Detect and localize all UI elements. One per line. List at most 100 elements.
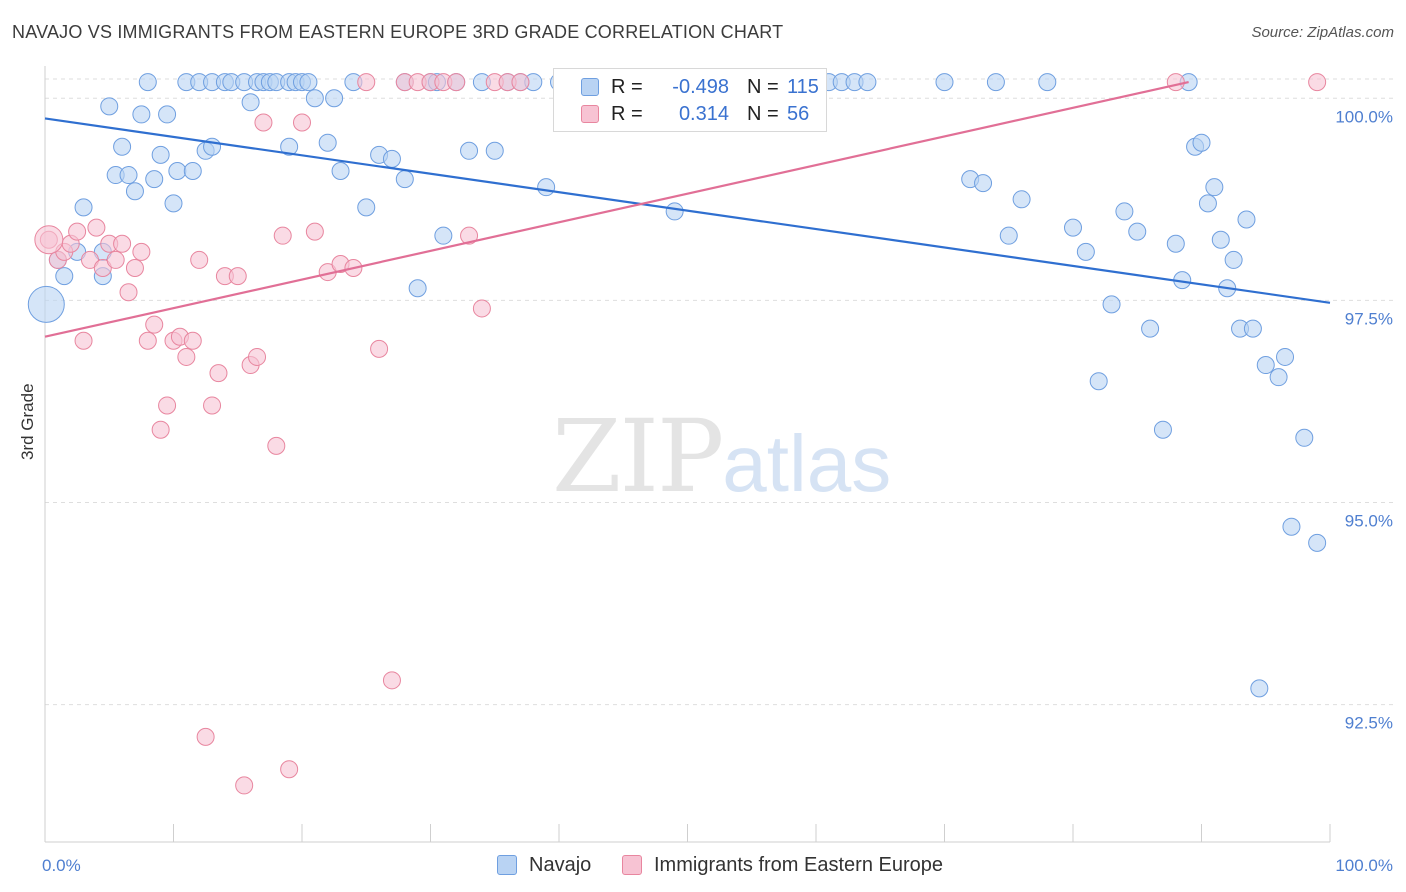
navajo-point [1308, 533, 1327, 552]
legend-label-immigrants: Immigrants from Eastern Europe [654, 853, 943, 876]
navajo-point [119, 166, 138, 185]
r-label: R = [611, 102, 643, 125]
legend-row-navajo: R = -0.498 N = 115 [554, 74, 819, 100]
immigrants-point [106, 250, 125, 269]
immigrants-point [93, 259, 112, 278]
immigrants-point [280, 760, 299, 779]
navajo-point [305, 89, 324, 108]
navajo-point [132, 105, 151, 124]
navajo-point [183, 162, 202, 181]
immigrants-point [177, 347, 196, 366]
navajo-point [357, 198, 376, 217]
n-value: 115 [787, 75, 819, 98]
grid [45, 78, 1395, 706]
navajo-point [1243, 319, 1262, 338]
navajo-point [1064, 218, 1082, 237]
navajo-point [1115, 202, 1134, 221]
y-tick-label: 100.0% [1335, 107, 1393, 126]
watermark: ZIPatlas [552, 398, 891, 515]
r-value: 0.314 [678, 102, 729, 125]
navajo-point [1224, 250, 1243, 269]
immigrants-point [125, 259, 144, 278]
navajo-point [858, 73, 877, 92]
source-credit: Source: ZipAtlas.com [1251, 24, 1394, 41]
r-value: -0.498 [672, 75, 729, 98]
immigrants-point [273, 226, 292, 245]
navajo-point [460, 141, 479, 160]
immigrants-point [447, 73, 466, 92]
immigrants-point [87, 218, 106, 237]
navajo-point [1076, 242, 1095, 261]
immigrants-point [305, 222, 324, 241]
y-tick-label: 95.0% [1345, 511, 1393, 530]
immigrants-point [151, 420, 170, 439]
navajo-point [168, 162, 187, 181]
legend-item-navajo[interactable]: Navajo [497, 852, 591, 878]
navajo-swatch [581, 78, 599, 96]
immigrants-point [80, 250, 99, 269]
immigrants-point [196, 727, 215, 746]
immigrants-trend-line [44, 81, 1189, 338]
navajo-point [1128, 222, 1147, 241]
navajo-point [1141, 319, 1160, 338]
navajo-point [1205, 178, 1224, 197]
immigrants-legend-swatch [622, 855, 642, 875]
immigrants-point [382, 671, 401, 690]
immigrants-point [183, 331, 202, 350]
legend-row-immigrants: R = 0.314 N = 56 [554, 101, 809, 127]
navajo-point [1282, 517, 1301, 536]
watermark-zip: ZIP [552, 398, 724, 515]
immigrants-point [34, 225, 64, 255]
navajo-point [1250, 679, 1269, 698]
immigrants-point [145, 315, 164, 334]
navajo-point [331, 162, 350, 181]
navajo-point [665, 202, 684, 221]
immigrants-point [228, 267, 247, 286]
navajo-point [935, 73, 954, 92]
navajo-point [299, 73, 318, 92]
trend-lines [44, 81, 1331, 338]
immigrants-swatch [581, 105, 599, 123]
immigrants-point [357, 73, 376, 92]
immigrants-point [1308, 73, 1327, 92]
navajo-point [1295, 428, 1314, 447]
n-label: N = [747, 75, 779, 98]
legend-item-immigrants[interactable]: Immigrants from Eastern Europe [622, 852, 943, 878]
navajo-point [395, 170, 414, 189]
navajo-point [241, 93, 260, 112]
navajo-point [382, 149, 401, 168]
immigrants-point [138, 331, 157, 350]
navajo-point [1038, 73, 1057, 92]
immigrants-point [203, 396, 222, 415]
navajo-point [158, 105, 177, 124]
immigrants-point [235, 776, 254, 795]
navajo-point [318, 133, 337, 152]
immigrants-point [472, 299, 491, 318]
immigrants-point [293, 113, 311, 132]
axes [44, 66, 1331, 843]
navajo-point [55, 267, 74, 286]
navajo-point [408, 279, 427, 298]
navajo-point [113, 137, 132, 156]
immigrants-point [511, 73, 530, 92]
y-tick-label: 92.5% [1345, 714, 1393, 733]
y-tick-label: 97.5% [1345, 309, 1393, 328]
stats-legend: R = -0.498 N = 115 R = 0.314 N = 56 [553, 68, 827, 132]
immigrants-point [74, 331, 93, 350]
immigrants-point [254, 113, 273, 132]
x-tick-label-start: 0.0% [42, 856, 81, 875]
navajo-point [1192, 133, 1211, 152]
immigrants-point [158, 396, 177, 415]
navajo-point [1211, 230, 1230, 249]
immigrants-point [113, 234, 132, 253]
immigrants-point [68, 222, 87, 241]
immigrants-point [267, 436, 286, 455]
immigrants-point [209, 364, 228, 383]
navajo-point [986, 73, 1005, 92]
navajo-point [1276, 347, 1295, 366]
navajo-point [1153, 420, 1172, 439]
navajo-point [74, 198, 93, 217]
r-label: R = [611, 75, 643, 98]
navajo-trend-line [44, 117, 1331, 304]
immigrants-point [119, 283, 138, 302]
